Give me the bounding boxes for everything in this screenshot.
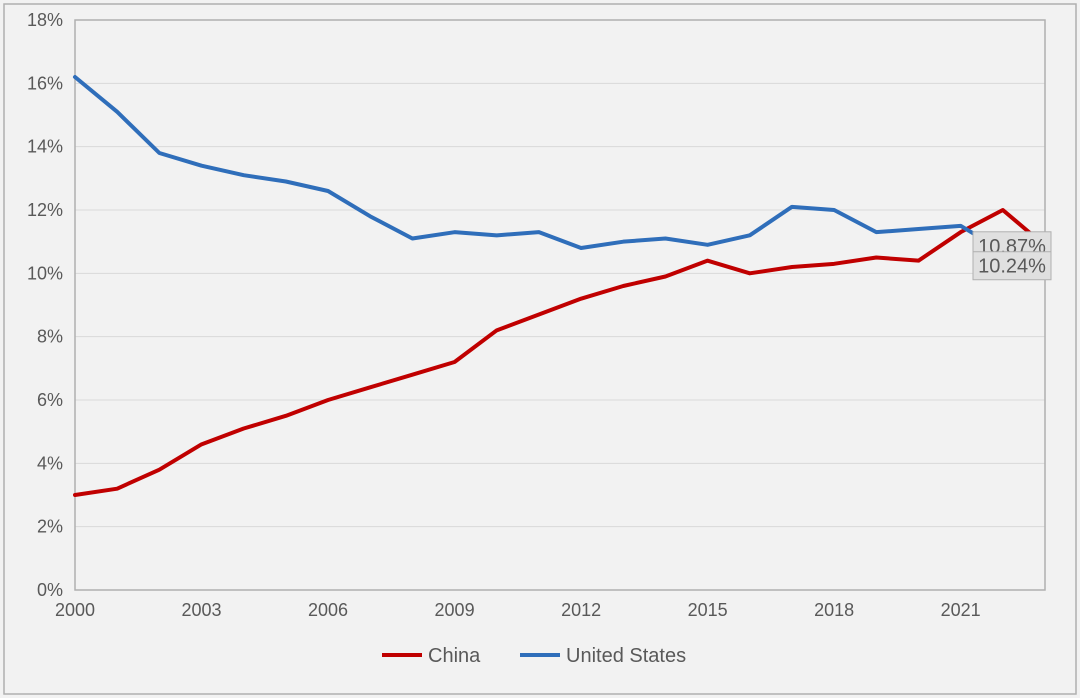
y-axis-label: 0% <box>37 580 63 600</box>
y-axis-label: 14% <box>27 137 63 157</box>
legend-china-label: China <box>428 645 481 667</box>
chart-background <box>0 0 1080 698</box>
y-axis-label: 18% <box>27 10 63 30</box>
line-chart: 0% 2% 4% 6% 8% 10% 12% 14% 16% 18% 2000 2003 2006 200… <box>0 0 1080 698</box>
x-axis-label: 2000 <box>55 600 95 620</box>
callout-us-text: 10.24% <box>978 256 1046 278</box>
y-axis-label: 4% <box>37 453 63 473</box>
x-axis-label: 2021 <box>941 600 981 620</box>
x-axis-label: 2009 <box>435 600 475 620</box>
x-axis-label: 2012 <box>561 600 601 620</box>
y-axis-label: 6% <box>37 390 63 410</box>
y-axis-label: 10% <box>27 263 63 283</box>
y-axis-label: 16% <box>27 73 63 93</box>
y-axis-label: 2% <box>37 517 63 537</box>
legend-us-label: United States <box>566 645 686 667</box>
x-axis-label: 2003 <box>181 600 221 620</box>
y-axis-label: 8% <box>37 327 63 347</box>
x-axis-label: 2015 <box>688 600 728 620</box>
x-axis-label: 2006 <box>308 600 348 620</box>
chart-container: 0% 2% 4% 6% 8% 10% 12% 14% 16% 18% 2000 2003 2006 200… <box>0 0 1080 698</box>
y-axis-label: 12% <box>27 200 63 220</box>
x-axis-label: 2018 <box>814 600 854 620</box>
